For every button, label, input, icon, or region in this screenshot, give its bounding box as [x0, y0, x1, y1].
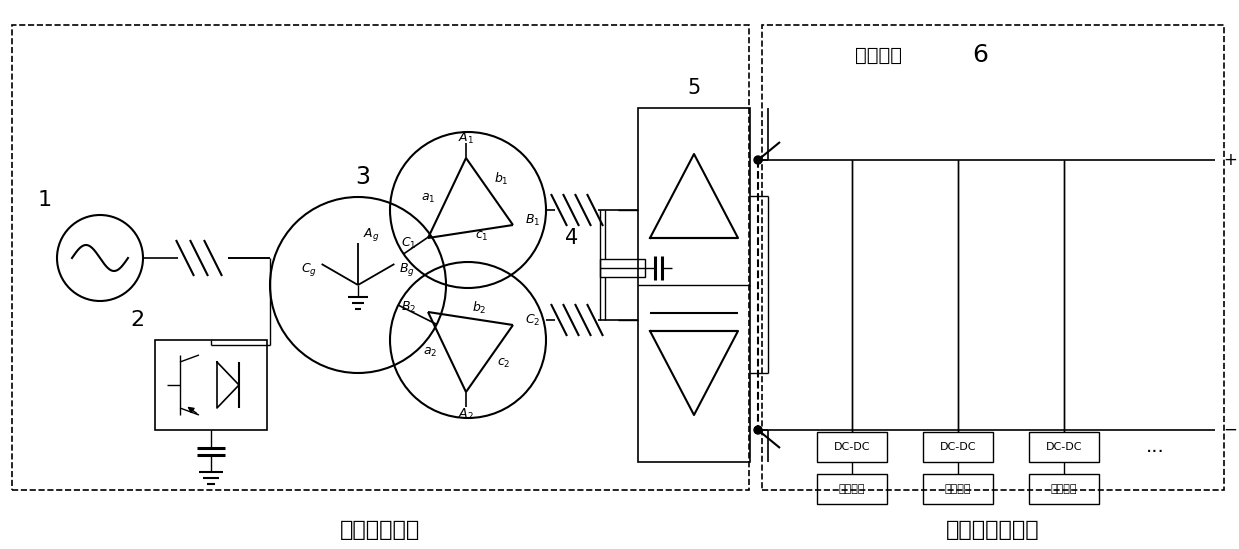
- Text: 储能电池: 储能电池: [839, 484, 865, 494]
- Text: $A_g$: $A_g$: [363, 227, 379, 244]
- Text: $C_1$: $C_1$: [400, 236, 416, 250]
- Circle shape: [755, 426, 762, 434]
- Text: ...: ...: [1146, 438, 1165, 457]
- Text: DC-DC: DC-DC: [834, 442, 870, 452]
- Text: $b_2$: $b_2$: [472, 300, 487, 316]
- Circle shape: [755, 156, 762, 164]
- Text: $a_2$: $a_2$: [422, 345, 437, 358]
- Text: $B_1$: $B_1$: [525, 212, 540, 227]
- Bar: [638, 108, 750, 462]
- Text: 2: 2: [130, 310, 144, 330]
- Bar: [600, 259, 646, 277]
- Text: 5: 5: [688, 78, 700, 98]
- Text: DC-DC: DC-DC: [1046, 442, 1082, 452]
- Text: 动力电池: 动力电池: [945, 484, 971, 494]
- Bar: [762, 25, 1224, 490]
- Bar: [923, 474, 992, 504]
- Text: 电动公交: 电动公交: [1051, 484, 1077, 494]
- Bar: [1030, 432, 1099, 462]
- Text: +: +: [1223, 151, 1237, 169]
- Text: $C_g$: $C_g$: [301, 260, 317, 277]
- Bar: [817, 474, 887, 504]
- Text: 充电站充电系统: 充电站充电系统: [947, 520, 1040, 540]
- Text: $c_1$: $c_1$: [475, 229, 488, 243]
- Bar: [1030, 474, 1099, 504]
- Text: 4: 4: [565, 228, 579, 248]
- Text: $B_2$: $B_2$: [400, 299, 416, 315]
- Bar: [12, 25, 750, 490]
- Text: $A_1$: $A_1$: [458, 131, 475, 145]
- Text: $C_2$: $C_2$: [525, 312, 540, 328]
- Bar: [817, 432, 887, 462]
- Text: 直流母线: 直流母线: [855, 46, 902, 64]
- Text: 3: 3: [356, 165, 370, 189]
- Text: $b_1$: $b_1$: [494, 171, 509, 187]
- Text: DC-DC: DC-DC: [939, 442, 976, 452]
- Text: $A_2$: $A_2$: [458, 406, 473, 422]
- Text: 直流供电系统: 直流供电系统: [339, 520, 420, 540]
- Bar: [155, 340, 266, 430]
- Text: 1: 1: [38, 190, 52, 210]
- Bar: [923, 432, 992, 462]
- Text: $c_2$: $c_2$: [497, 356, 510, 369]
- Text: $a_1$: $a_1$: [420, 192, 435, 205]
- Text: 6: 6: [973, 43, 987, 67]
- Text: −: −: [1223, 421, 1237, 439]
- Text: $B_g$: $B_g$: [399, 260, 415, 277]
